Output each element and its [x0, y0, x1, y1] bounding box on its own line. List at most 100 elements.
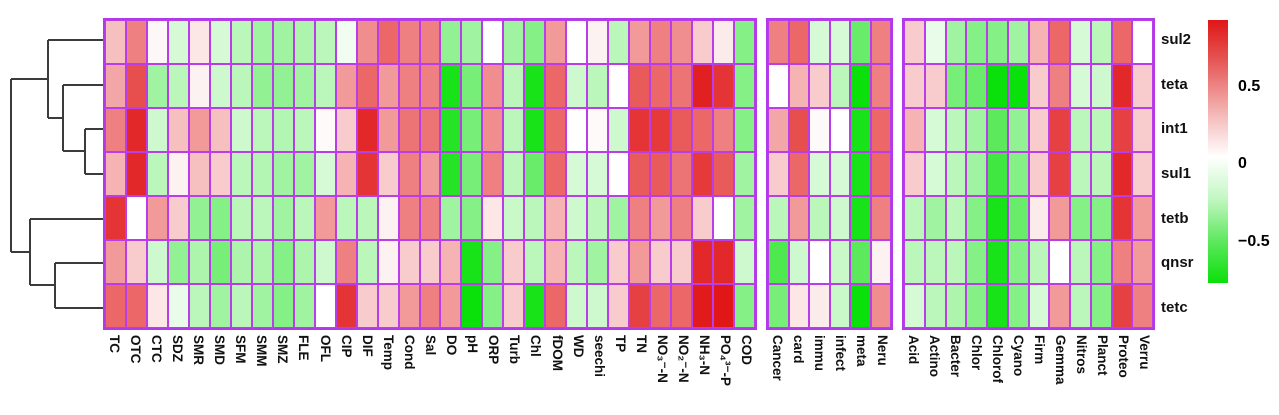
heatmap-cell: [966, 240, 987, 284]
heatmap-cell: [671, 196, 693, 240]
heatmap-cell: [966, 284, 987, 328]
heatmap-cell: [713, 108, 735, 152]
heatmap-cell: [251, 20, 273, 64]
column-label: OTC: [127, 335, 143, 364]
heatmap-cell: [188, 196, 210, 240]
heatmap-cell: [608, 196, 630, 240]
heatmap-cell: [809, 108, 830, 152]
heatmap-cell: [788, 64, 809, 108]
heatmap-block-health-risk: [766, 18, 893, 330]
heatmap-cell: [650, 240, 672, 284]
heatmap-cell: [293, 64, 315, 108]
heatmap-cell: [870, 64, 891, 108]
heatmap-cell: [105, 284, 126, 328]
heatmap-cell: [629, 284, 651, 328]
heatmap-cell: [461, 196, 483, 240]
heatmap-cell: [829, 152, 850, 196]
heatmap-cell: [293, 108, 315, 152]
heatmap-cell: [1111, 284, 1133, 328]
heatmap-cell: [209, 196, 231, 240]
colorbar-tick-label: 0.5: [1238, 78, 1261, 95]
heatmap-cell: [1028, 196, 1050, 240]
heatmap-cell: [1111, 152, 1133, 196]
heatmap-cell: [768, 240, 789, 284]
heatmap-cell: [440, 64, 462, 108]
heatmap-cell: [293, 284, 315, 328]
heatmap-cell: [713, 64, 735, 108]
heatmap-cell: [419, 152, 441, 196]
heatmap-cell: [167, 240, 189, 284]
row-label: qnsr: [1161, 254, 1194, 272]
heatmap-cell: [335, 108, 357, 152]
heatmap-cell: [356, 64, 378, 108]
heatmap-cell: [768, 196, 789, 240]
heatmap-cell: [987, 196, 1008, 240]
heatmap-cell: [788, 240, 809, 284]
heatmap-cell: [230, 108, 252, 152]
heatmap-cell: [377, 64, 399, 108]
heatmap-cell: [1132, 152, 1153, 196]
heatmap-cell: [870, 284, 891, 328]
column-label: SMM: [254, 335, 270, 367]
heatmap-cell: [987, 284, 1008, 328]
column-label: Firm: [1032, 335, 1048, 365]
heatmap-cell: [209, 20, 231, 64]
heatmap-cell: [904, 284, 925, 328]
column-label: Chlor: [968, 335, 984, 371]
heatmap-cell: [209, 64, 231, 108]
heatmap-cell: [587, 64, 609, 108]
heatmap-cell: [692, 152, 714, 196]
column-label: immu: [811, 335, 827, 372]
heatmap-cell: [566, 152, 588, 196]
heatmap-cell: [503, 108, 525, 152]
heatmap-cell: [587, 152, 609, 196]
heatmap-cell: [1070, 108, 1091, 152]
heatmap-cell: [966, 64, 987, 108]
heatmap-cell: [713, 20, 735, 64]
heatmap-cell: [105, 20, 126, 64]
heatmap-cell: [1007, 152, 1029, 196]
heatmap-cell: [1028, 20, 1050, 64]
heatmap-cell: [566, 20, 588, 64]
heatmap-cell: [987, 240, 1008, 284]
heatmap-cell: [629, 20, 651, 64]
heatmap-cell: [545, 196, 567, 240]
heatmap-cell: [125, 284, 147, 328]
heatmap-cell: [945, 108, 967, 152]
heatmap-cell: [650, 284, 672, 328]
column-label: CIP: [338, 335, 354, 358]
heatmap-cell: [356, 20, 378, 64]
heatmap-cell: [125, 20, 147, 64]
heatmap-cell: [1049, 284, 1070, 328]
heatmap-cell: [768, 64, 789, 108]
heatmap-cell: [146, 196, 168, 240]
heatmap-cell: [105, 240, 126, 284]
heatmap-cell: [482, 108, 504, 152]
heatmap-cell: [545, 108, 567, 152]
colorbar-tick-label: −0.5: [1238, 233, 1270, 250]
heatmap-cell: [482, 196, 504, 240]
heatmap-cell: [671, 108, 693, 152]
heatmap-cell: [768, 108, 789, 152]
heatmap-cell: [1007, 64, 1029, 108]
heatmap-cell: [146, 64, 168, 108]
column-label: TN: [633, 335, 649, 353]
heatmap-cell: [1049, 108, 1070, 152]
heatmap-cell: [167, 20, 189, 64]
column-label: SDZ: [169, 335, 185, 362]
heatmap-cell: [1007, 240, 1029, 284]
column-label: PO₄³⁻-P: [718, 335, 734, 387]
heatmap-cell: [1070, 20, 1091, 64]
heatmap-cell: [850, 20, 871, 64]
heatmap-cell: [904, 196, 925, 240]
heatmap-cell: [870, 20, 891, 64]
heatmap-cell: [1049, 152, 1070, 196]
heatmap-cell: [293, 20, 315, 64]
column-label: Acid: [905, 335, 921, 365]
column-label: meta: [854, 335, 870, 367]
heatmap-cell: [870, 152, 891, 196]
heatmap-cell: [734, 196, 755, 240]
heatmap-cell: [788, 284, 809, 328]
heatmap-cell: [1132, 20, 1153, 64]
heatmap-cell: [356, 152, 378, 196]
